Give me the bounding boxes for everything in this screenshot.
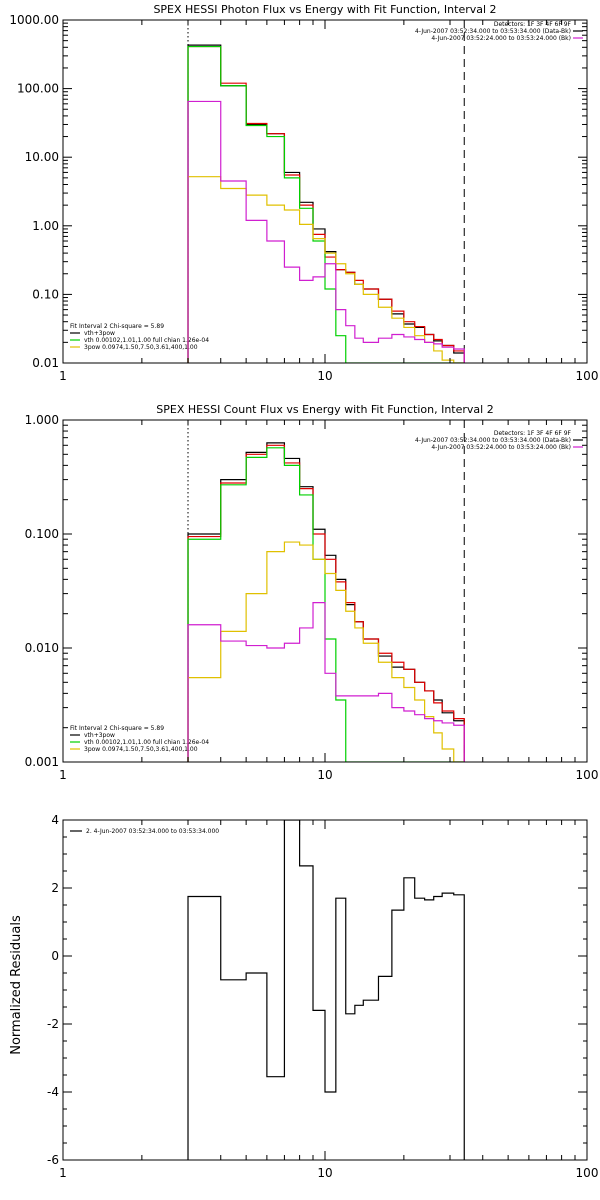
y-tick-label: 0.100 bbox=[25, 527, 59, 541]
y-tick-label: 1000.00 bbox=[9, 13, 59, 27]
info-text: 4-Jun-2007 03:52:24.000 to 03:53:24.000 … bbox=[431, 444, 571, 451]
series-line bbox=[187, 541, 465, 762]
chart-title: SPEX HESSI Photon Flux vs Energy with Fi… bbox=[153, 3, 496, 16]
y-tick-label: 100.00 bbox=[17, 82, 59, 96]
legend-label: vth 0.00102,1.01,1.00 full chian 1.26e-0… bbox=[84, 739, 209, 746]
y-tick-label: 0.10 bbox=[32, 287, 59, 301]
y-tick-label: -6 bbox=[47, 1153, 59, 1167]
y-tick-label: 10.00 bbox=[25, 150, 59, 164]
info-text: 4-Jun-2007 03:52:24.000 to 03:53:24.000 … bbox=[431, 35, 571, 42]
x-tick-label: 1 bbox=[59, 768, 67, 782]
series-line bbox=[187, 176, 465, 363]
y-tick-label: -2 bbox=[47, 1017, 59, 1031]
legend-label: 3pow 0.0974,1.50,7.50,3.61,400,1.00 bbox=[84, 746, 198, 753]
y-tick-label: 4 bbox=[51, 813, 59, 827]
series-line bbox=[187, 100, 465, 363]
info-text: 4-Jun-2007 03:52:34.000 to 03:53:34.000 … bbox=[415, 28, 571, 35]
plot-frame bbox=[62, 819, 588, 1161]
photon-flux-panel: SPEX HESSI Photon Flux vs Energy with Fi… bbox=[9, 3, 598, 383]
y-tick-label: 0.001 bbox=[25, 755, 59, 769]
y-tick-label: -4 bbox=[47, 1085, 59, 1099]
series-line bbox=[187, 44, 465, 363]
legend-label: 3pow 0.0974,1.50,7.50,3.61,400,1.00 bbox=[84, 344, 198, 351]
info-text: Detectors: 1F 3F 4F 6F 9F bbox=[494, 430, 572, 437]
x-tick-label: 10 bbox=[317, 369, 332, 383]
series-line bbox=[187, 602, 465, 762]
legend-title: Fit Interval 2 Chi-square = 5.89 bbox=[70, 323, 164, 330]
series-line bbox=[187, 45, 465, 363]
chart-title: SPEX HESSI Count Flux vs Energy with Fit… bbox=[156, 403, 493, 416]
legend-title: Fit Interval 2 Chi-square = 5.89 bbox=[70, 725, 164, 732]
info-text: Detectors: 1F 3F 4F 6F 9F bbox=[494, 21, 572, 28]
residuals-panel: Normalized Residuals 2. 4-Jun-2007 03:52… bbox=[9, 813, 598, 1180]
x-tick-label: 100 bbox=[576, 369, 599, 383]
y-tick-label: 0.010 bbox=[25, 641, 59, 655]
x-tick-label: 1 bbox=[59, 369, 67, 383]
x-tick-label: 1 bbox=[59, 1166, 67, 1180]
y-tick-label: 0.01 bbox=[32, 356, 59, 370]
x-tick-label: 100 bbox=[576, 1166, 599, 1180]
legend-label: vth 0.00102,1.01,1.00 full chian 1.26e-0… bbox=[84, 337, 209, 344]
y-tick-label: 2 bbox=[51, 881, 59, 895]
x-tick-label: 10 bbox=[317, 768, 332, 782]
info-text: 4-Jun-2007 03:52:34.000 to 03:53:34.000 … bbox=[415, 437, 571, 444]
series-line bbox=[187, 45, 465, 363]
legend-label: 2. 4-Jun-2007 03:52:34.000 to 03:53:34.0… bbox=[86, 828, 219, 835]
y-axis-label: Normalized Residuals bbox=[9, 915, 24, 1055]
y-tick-label: 1.00 bbox=[32, 219, 59, 233]
y-tick-label: 1.000 bbox=[25, 413, 59, 427]
plot-frame bbox=[62, 19, 588, 364]
y-tick-label: 0 bbox=[51, 949, 59, 963]
x-tick-label: 100 bbox=[576, 768, 599, 782]
series-line bbox=[187, 820, 465, 1160]
count-flux-panel: SPEX HESSI Count Flux vs Energy with Fit… bbox=[25, 403, 599, 782]
legend-label: vth+3pow bbox=[84, 732, 115, 739]
x-tick-label: 10 bbox=[317, 1166, 332, 1180]
legend-label: vth+3pow bbox=[84, 330, 115, 337]
